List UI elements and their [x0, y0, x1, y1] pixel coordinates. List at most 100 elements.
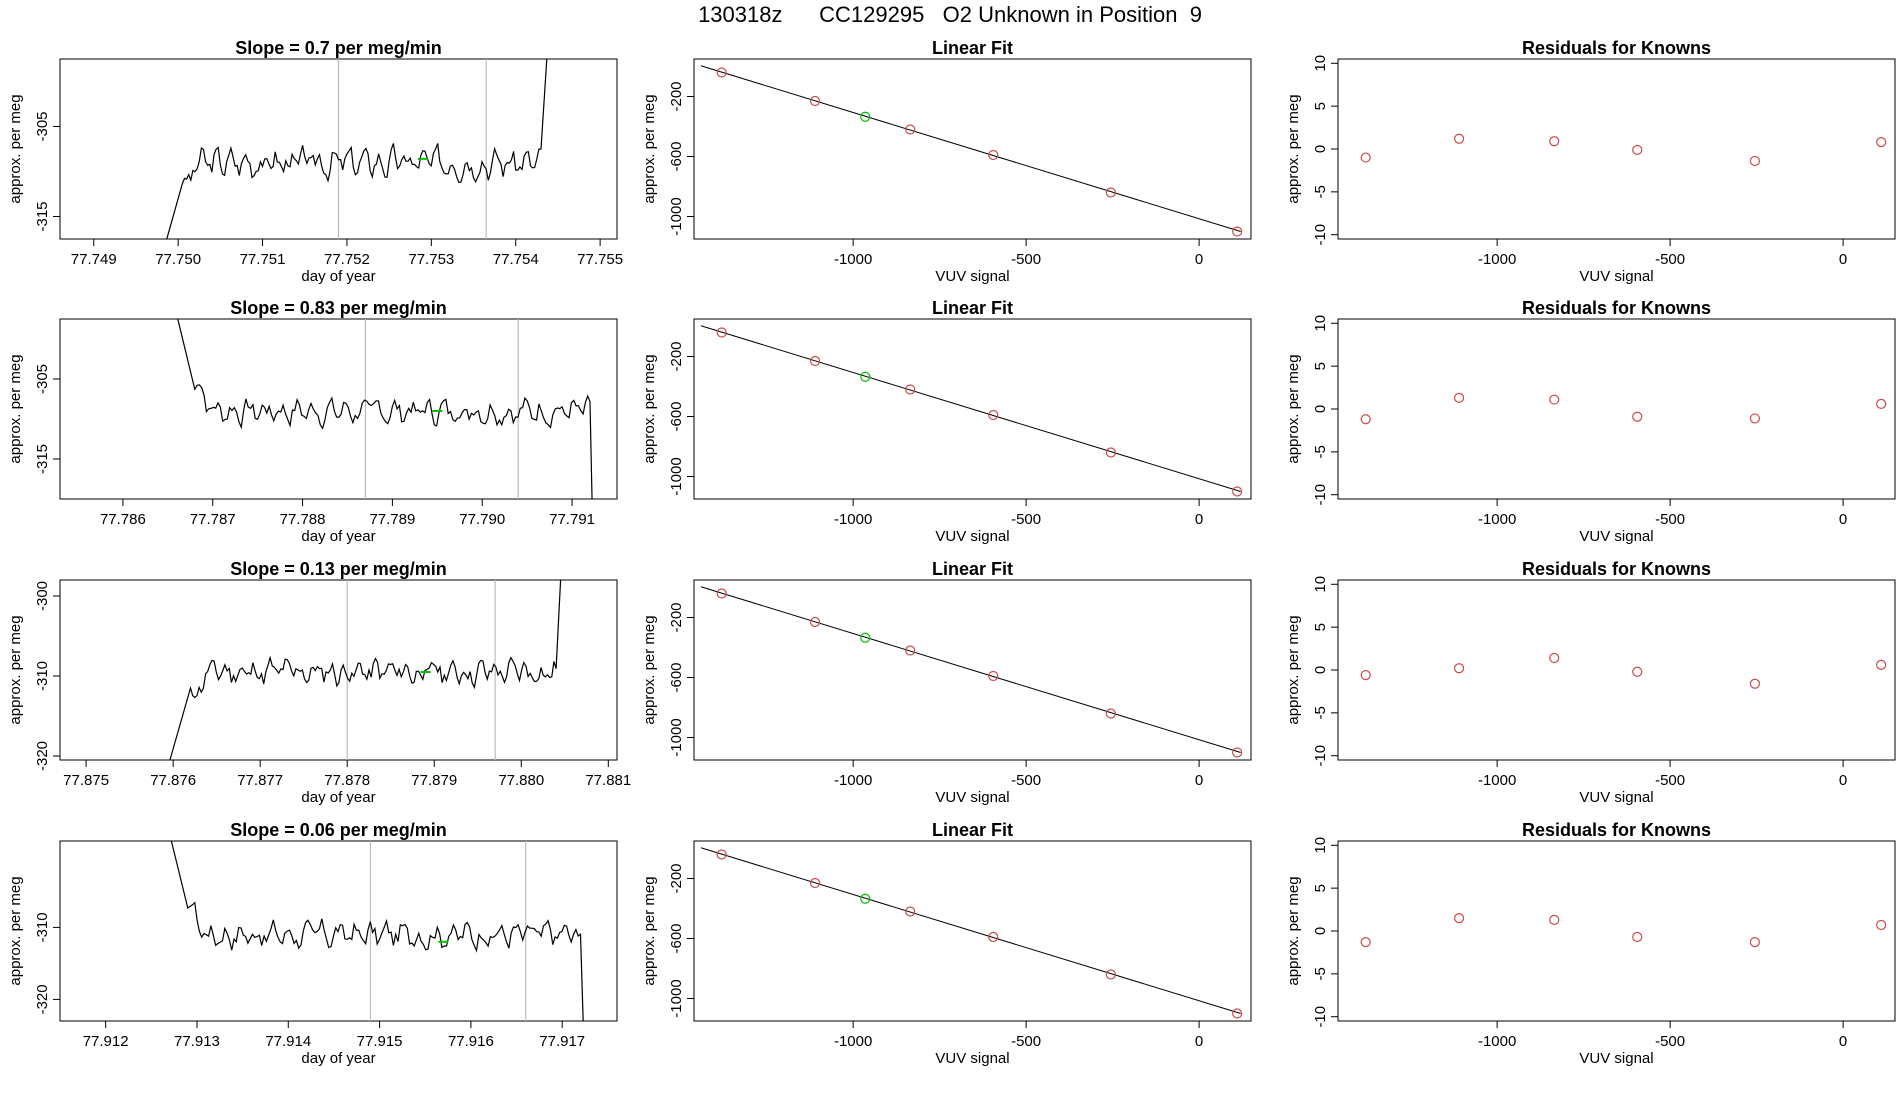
y-tick-label: 10 [1312, 837, 1329, 854]
y-tick-label: -300 [34, 581, 51, 611]
x-tick-label: -500 [1655, 1033, 1685, 1050]
known-point [1360, 414, 1371, 425]
plot-title: Slope = 0.83 per meg/min [230, 298, 447, 318]
x-tick-label: 77.912 [83, 1033, 129, 1050]
x-tick-label: -1000 [1478, 251, 1516, 268]
x-tick-label: 77.790 [459, 511, 505, 528]
known-point [716, 588, 727, 599]
x-axis-label: day of year [301, 528, 375, 545]
known-point [1749, 937, 1760, 948]
known-point [1232, 486, 1243, 497]
y-axis-label: approx. per meg [641, 876, 658, 985]
y-tick-label: -1000 [668, 197, 685, 235]
y-axis-label: approx. per meg [641, 354, 658, 463]
x-axis-label: VUV signal [1579, 268, 1653, 285]
chart-panel-r2c3: Residuals for Knowns -1000 -500 0 VUV signal… [1285, 298, 1896, 545]
y-tick-label: 10 [1312, 315, 1329, 332]
known-point [1549, 652, 1560, 664]
plot-area [1360, 913, 1887, 948]
known-point [988, 931, 999, 943]
x-tick-label: 77.876 [150, 772, 196, 789]
y-tick-label: -200 [668, 602, 685, 632]
known-point [1632, 411, 1643, 422]
known-point [905, 124, 916, 135]
plot-title: Linear Fit [932, 820, 1013, 840]
plot-title: Slope = 0.06 per meg/min [230, 820, 447, 840]
known-point [1453, 913, 1465, 924]
plot-title: Residuals for Knowns [1522, 559, 1711, 579]
y-tick-label: -305 [34, 364, 51, 394]
unknown-point [860, 632, 871, 643]
x-tick-label: 0 [1195, 1033, 1203, 1050]
plot-area [170, 841, 584, 1021]
known-point [1876, 398, 1887, 409]
y-tick-label: 5 [1312, 362, 1329, 370]
known-point [1749, 413, 1760, 424]
y-tick-label: -315 [34, 201, 51, 231]
y-tick-label: 5 [1312, 623, 1329, 631]
plot-title: Residuals for Knowns [1522, 298, 1711, 318]
chart-panel-r2c2: Linear Fit -1000 -500 0 VUV signal -200 -600 -1… [641, 298, 1252, 545]
chart-panel-r1c3: Residuals for Knowns -1000 -500 0 VUV signal… [1285, 38, 1896, 285]
y-tick-label: -10 [1312, 224, 1329, 246]
x-tick-label: 0 [1839, 772, 1847, 789]
y-axis-label: approx. per meg [7, 94, 24, 203]
y-tick-label: -5 [1312, 967, 1329, 980]
x-axis-label: day of year [301, 268, 375, 285]
y-tick-label: 0 [1312, 145, 1329, 153]
y-tick-label: -10 [1312, 745, 1329, 767]
x-axis-label: VUV signal [1579, 528, 1653, 545]
y-axis-label: approx. per meg [7, 615, 24, 724]
x-tick-label: 77.877 [237, 772, 283, 789]
x-tick-label: 0 [1195, 772, 1203, 789]
x-tick-label: 77.755 [577, 251, 623, 268]
x-axis-label: day of year [301, 789, 375, 806]
x-tick-label: -500 [1011, 511, 1041, 528]
x-tick-label: -500 [1655, 511, 1685, 528]
x-axis-label: VUV signal [1579, 1050, 1653, 1067]
fit-line [700, 847, 1241, 1014]
x-tick-label: -500 [1011, 772, 1041, 789]
plot-frame [693, 840, 1252, 1022]
y-tick-label: -600 [668, 662, 685, 692]
y-tick-label: -10 [1312, 484, 1329, 506]
series-line [177, 319, 593, 499]
chart-panel-r4c2: Linear Fit -1000 -500 0 VUV signal -200 -600 -1… [641, 820, 1252, 1067]
y-tick-label: -600 [668, 923, 685, 953]
x-axis-label: VUV signal [935, 789, 1009, 806]
series-line [166, 59, 548, 239]
x-tick-label: 0 [1839, 1033, 1847, 1050]
x-tick-label: 0 [1839, 511, 1847, 528]
known-point [1876, 919, 1887, 931]
y-tick-label: -200 [668, 863, 685, 893]
x-tick-label: 77.753 [408, 251, 454, 268]
y-axis-label: approx. per meg [7, 354, 24, 463]
y-tick-label: -5 [1312, 445, 1329, 458]
known-point [1876, 137, 1887, 148]
plot-area [700, 586, 1243, 758]
x-axis-label: VUV signal [935, 528, 1009, 545]
plot-area [1360, 133, 1887, 167]
plot-area [169, 580, 562, 760]
known-point [1549, 914, 1560, 925]
x-tick-label: 77.786 [100, 511, 146, 528]
x-tick-label: 77.751 [240, 251, 286, 268]
known-point [988, 670, 999, 682]
plot-title: Linear Fit [932, 38, 1013, 58]
x-axis-label: VUV signal [935, 268, 1009, 285]
x-tick-label: 77.916 [448, 1033, 494, 1050]
x-tick-label: 77.878 [324, 772, 370, 789]
known-point [1632, 666, 1643, 677]
x-tick-label: -500 [1011, 1033, 1041, 1050]
plot-area [166, 59, 548, 239]
plot-area [700, 847, 1243, 1019]
x-axis-label: day of year [301, 1050, 375, 1067]
x-tick-label: 77.750 [155, 251, 201, 268]
y-axis-label: approx. per meg [7, 876, 24, 985]
plot-frame [693, 579, 1252, 761]
known-point [809, 877, 821, 889]
plot-frame [1337, 318, 1896, 500]
x-tick-label: -1000 [1478, 511, 1516, 528]
x-tick-label: 77.788 [280, 511, 326, 528]
